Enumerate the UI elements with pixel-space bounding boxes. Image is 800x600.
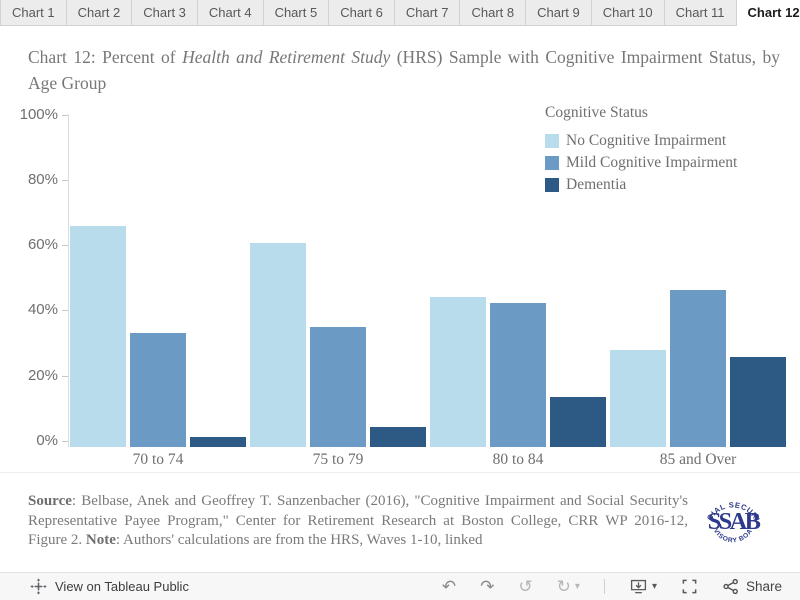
refresh-icon: ↻ <box>556 577 571 596</box>
sheet-tab-bar: Chart 1 Chart 2 Chart 3 Chart 4 Chart 5 Chart… <box>0 0 800 26</box>
bar-70-to-74-no-cognitive-impairment[interactable] <box>70 226 126 447</box>
legend-item-dementia[interactable]: Dementia <box>545 174 737 196</box>
fullscreen-icon <box>682 579 697 594</box>
toolbar-actions: ↶ ↷ ↺ ↻ ▾ ▾ <box>442 578 782 595</box>
legend-title: Cognitive Status <box>545 104 648 121</box>
download-icon <box>630 579 646 594</box>
legend-label-dementia: Dementia <box>566 176 627 193</box>
bar-70-to-74-dementia[interactable] <box>190 437 246 447</box>
tableau-logo-icon <box>30 578 47 595</box>
chart-title: Chart 12: Percent of Health and Retireme… <box>28 44 780 96</box>
legend-label-no-cognitive-impairment: No Cognitive Impairment <box>566 132 727 149</box>
redo-button[interactable]: ↷ <box>480 577 495 596</box>
bar-85-and-over-mild-cognitive-impairment[interactable] <box>670 289 726 447</box>
share-label: Share <box>745 579 782 594</box>
share-button[interactable]: Share <box>722 578 782 595</box>
view-on-tableau-public-link[interactable]: View on Tableau Public <box>30 578 189 595</box>
y-axis-line <box>68 114 69 447</box>
x-axis-label-85-and-over: 85 and Over <box>659 451 737 468</box>
fullscreen-button[interactable] <box>681 578 698 595</box>
y-axis-label-80: 80% <box>27 170 58 188</box>
tableau-footer-toolbar: View on Tableau Public ↶ ↷ ↺ ↻ ▾ ▾ <box>0 572 800 600</box>
legend-swatch-mild-cognitive-impairment <box>545 156 559 170</box>
undo-button[interactable]: ↶ <box>441 577 457 596</box>
legend-items: No Cognitive Impairment Mild Cognitive Im… <box>545 130 737 196</box>
tab-chart-7[interactable]: Chart 7 <box>394 0 461 26</box>
legend-item-no-cognitive-impairment[interactable]: No Cognitive Impairment <box>545 130 737 152</box>
x-axis-label-75-to-79: 75 to 79 <box>312 451 364 468</box>
bar-80-to-84-mild-cognitive-impairment[interactable] <box>490 303 546 447</box>
toolbar-separator <box>603 579 605 594</box>
tab-chart-9[interactable]: Chart 9 <box>526 0 592 26</box>
bar-70-to-74-mild-cognitive-impairment[interactable] <box>130 333 186 447</box>
chart-bottom-divider <box>0 472 800 473</box>
tab-chart-8[interactable]: Chart 8 <box>460 0 527 26</box>
tab-chart-11[interactable]: Chart 11 <box>664 0 737 26</box>
tab-chart-6[interactable]: Chart 6 <box>329 0 395 26</box>
tab-chart-4[interactable]: Chart 4 <box>197 0 264 26</box>
y-axis-tick-60 <box>62 245 68 247</box>
share-icon <box>723 578 738 595</box>
bar-75-to-79-dementia[interactable] <box>370 427 426 447</box>
y-axis-label-60: 60% <box>27 236 58 254</box>
x-axis-label-80-to-84: 80 to 84 <box>492 451 544 468</box>
tab-chart-3[interactable]: Chart 3 <box>132 0 198 26</box>
bar-85-and-over-no-cognitive-impairment[interactable] <box>610 350 666 447</box>
bar-85-and-over-dementia[interactable] <box>730 356 786 447</box>
download-caret-icon: ▾ <box>651 580 657 592</box>
legend: Cognitive Status No Cognitive Impairment… <box>545 104 737 196</box>
chart-title-suffix: (HRS) Sample with Cognitive Impairment S… <box>28 47 780 93</box>
chart-title-italic: Health and Retirement Study <box>182 47 391 67</box>
note-text: : Authors' calculations are from the HRS… <box>115 532 483 548</box>
tab-chart-5[interactable]: Chart 5 <box>263 0 330 26</box>
legend-swatch-no-cognitive-impairment <box>545 134 559 148</box>
bar-80-to-84-dementia[interactable] <box>550 397 606 447</box>
legend-swatch-dementia <box>545 178 559 192</box>
y-axis-tick-20 <box>62 375 68 377</box>
y-axis-tick-0 <box>62 441 68 442</box>
refresh-button[interactable]: ↻ ▾ <box>557 578 580 595</box>
legend-item-mild-cognitive-impairment[interactable]: Mild Cognitive Impairment <box>545 152 737 174</box>
y-axis-label-40: 40% <box>27 301 58 319</box>
refresh-caret-icon: ▾ <box>574 580 580 592</box>
y-axis-label-0: 0% <box>36 432 58 449</box>
view-on-tableau-public-label: View on Tableau Public <box>55 579 189 594</box>
bar-75-to-79-mild-cognitive-impairment[interactable] <box>310 326 366 447</box>
source-label: Source <box>28 493 72 509</box>
y-axis-tick-80 <box>62 179 68 181</box>
tab-chart-12[interactable]: Chart 12 <box>736 0 800 26</box>
y-axis-tick-100 <box>62 114 68 116</box>
bar-80-to-84-no-cognitive-impairment[interactable] <box>430 296 486 447</box>
tab-chart-2[interactable]: Chart 2 <box>66 0 133 26</box>
ssab-seal-icon: SOCIAL SECURITY ADVISORY BOARD SSAB <box>697 480 764 544</box>
replay-button[interactable]: ↺ <box>518 577 533 596</box>
x-axis-label-70-to-74: 70 to 74 <box>132 451 184 468</box>
bar-75-to-79-no-cognitive-impairment[interactable] <box>250 243 306 447</box>
y-axis-label-100: 100% <box>19 105 58 123</box>
source-note-caption: Source: Belbase, Anek and Geoffrey T. Sa… <box>28 492 688 551</box>
legend-label-mild-cognitive-impairment: Mild Cognitive Impairment <box>566 154 738 171</box>
tab-chart-10[interactable]: Chart 10 <box>591 0 665 26</box>
y-axis-label-20: 20% <box>27 366 58 384</box>
source-text: : Belbase, Anek and Geoffrey T. Sanzenba… <box>28 493 688 548</box>
note-label: Note <box>85 532 116 548</box>
chart-title-prefix: Chart 12: Percent of <box>28 47 183 67</box>
ssab-logo: SOCIAL SECURITY ADVISORY BOARD SSAB <box>697 480 766 558</box>
y-axis-tick-40 <box>62 310 68 312</box>
download-button[interactable]: ▾ <box>629 578 657 595</box>
tab-chart-1[interactable]: Chart 1 <box>0 0 67 26</box>
svg-text:SSAB: SSAB <box>708 508 761 535</box>
